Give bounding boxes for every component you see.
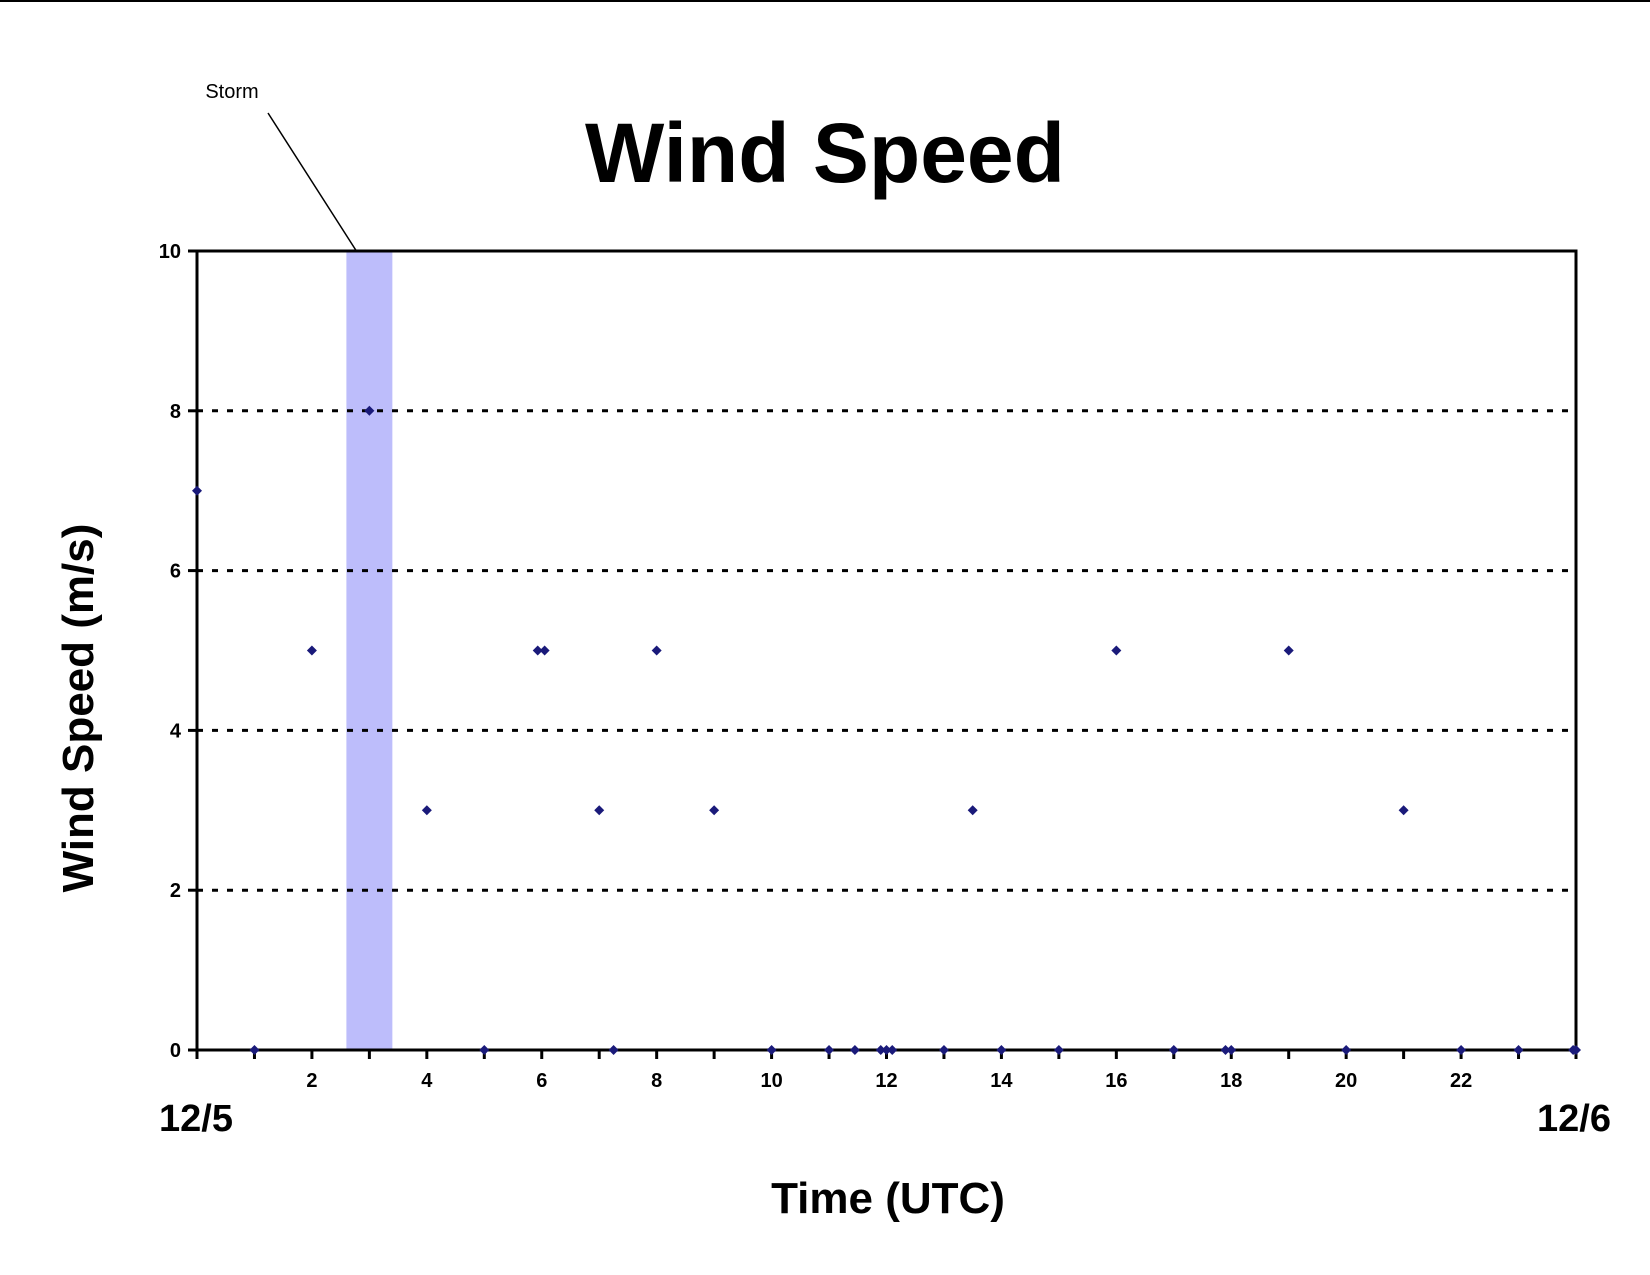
data-point	[539, 645, 550, 656]
data-point	[1513, 1045, 1524, 1055]
data-point	[709, 805, 720, 816]
x-tick-label: 16	[1105, 1070, 1127, 1092]
data-point	[887, 1045, 898, 1055]
data-point	[824, 1045, 835, 1055]
data-point	[766, 1045, 777, 1055]
data-point	[364, 405, 375, 416]
x-tick-label: 20	[1335, 1070, 1357, 1092]
data-point	[1571, 1045, 1581, 1055]
data-point	[875, 1045, 886, 1055]
chart-title: Wind Speed	[585, 106, 1065, 200]
y-tick-label: 4	[170, 720, 182, 742]
data-point	[421, 805, 432, 816]
data-point	[967, 805, 978, 816]
y-axis-title: Wind Speed (m/s)	[54, 524, 103, 893]
data-point	[881, 1045, 892, 1055]
y-tick-label: 2	[170, 880, 181, 902]
y-tick-label: 6	[170, 561, 181, 583]
storm-annotation-leader-line	[267, 112, 358, 252]
y-tick-label: 8	[170, 401, 181, 423]
data-point	[849, 1045, 860, 1055]
data-point	[1220, 1045, 1231, 1055]
data-point	[1053, 1045, 1064, 1055]
data-point	[1226, 1045, 1237, 1055]
data-point	[306, 645, 317, 656]
data-point	[996, 1045, 1007, 1055]
data-point	[1398, 805, 1409, 816]
data-point	[608, 1045, 619, 1055]
data-point	[249, 1045, 260, 1055]
x-tick-label: 14	[990, 1070, 1013, 1092]
data-point	[1168, 1045, 1179, 1055]
storm-highlight-band	[346, 251, 393, 1050]
x-tick-label: 2	[306, 1070, 317, 1092]
data-point	[532, 645, 543, 656]
data-point	[1456, 1045, 1467, 1055]
x-tick-label: 12	[875, 1070, 897, 1092]
end-date-label: 12/6	[1537, 1098, 1611, 1140]
data-point	[479, 1045, 490, 1055]
x-axis-title: Time (UTC)	[771, 1174, 1005, 1223]
y-tick-label: 0	[170, 1040, 181, 1062]
plot-border	[195, 249, 1578, 1052]
x-tick-label: 4	[421, 1070, 433, 1092]
x-tick-label: 22	[1450, 1070, 1472, 1092]
start-date-label: 12/5	[159, 1098, 233, 1140]
x-tick-label: 18	[1220, 1070, 1242, 1092]
x-tick-label: 6	[536, 1070, 547, 1092]
plot-area: 0 2 4 6 8 10 2 4 6 8 10 12 14 16 18 20 22 Storm	[159, 81, 1581, 1092]
data-point	[938, 1045, 949, 1055]
data-point	[1111, 645, 1122, 656]
x-tick-label: 8	[651, 1070, 662, 1092]
y-tick-label: 10	[159, 241, 181, 263]
data-point	[192, 485, 202, 496]
data-point	[651, 645, 662, 656]
data-point	[594, 805, 605, 816]
data-point	[1283, 645, 1294, 656]
x-tick-label: 10	[760, 1070, 782, 1092]
storm-annotation-label: Storm	[205, 81, 258, 103]
data-point	[1341, 1045, 1352, 1055]
